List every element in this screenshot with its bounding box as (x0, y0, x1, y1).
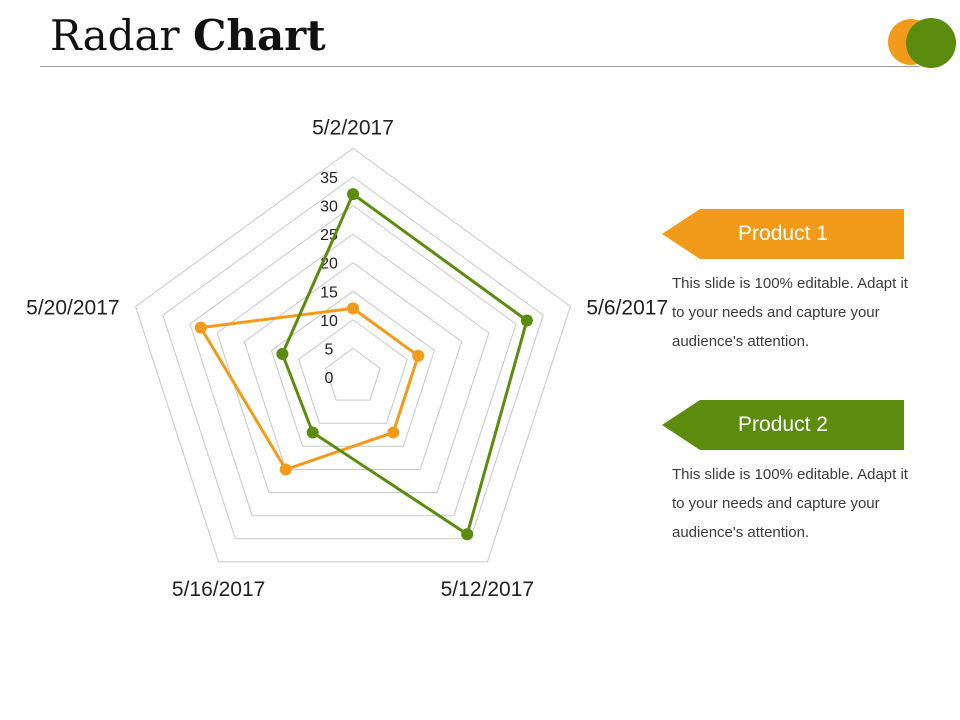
radial-tick-label: 10 (320, 313, 338, 330)
series-point (387, 426, 400, 439)
grid-ring (162, 176, 544, 540)
radial-tick-label: 35 (320, 170, 338, 187)
category-label: 5/16/2017 (172, 578, 265, 600)
category-label: 5/20/2017 (26, 296, 119, 319)
page-title-bold: Chart (193, 11, 326, 60)
radar-chart: 051015202530355/2/20175/6/20175/12/20175… (26, 116, 668, 600)
series-point (279, 463, 292, 476)
grid-ring (325, 347, 381, 401)
legend-label: Product 2 (738, 413, 828, 436)
legend-product-1: Product 1 (662, 209, 904, 259)
series-point (306, 426, 319, 439)
legend-description: This slide is 100% editable. Adapt it to… (672, 466, 908, 541)
radial-tick-label: 0 (325, 370, 334, 387)
legend-arrow-shape (662, 209, 904, 259)
series-point (412, 349, 425, 362)
series-line (199, 306, 420, 471)
series-point (461, 528, 474, 541)
series-point (347, 302, 359, 315)
category-label: 5/6/2017 (586, 296, 668, 319)
category-label: 5/12/2017 (441, 578, 534, 600)
page-title-regular: Radar (50, 11, 180, 60)
series-point (194, 321, 207, 334)
grid-ring (243, 262, 463, 470)
grid-ring (216, 233, 490, 494)
legend-description: This slide is 100% editable. Adapt it to… (672, 275, 908, 350)
series-point (520, 314, 533, 327)
grid-ring (135, 147, 571, 563)
page-title: Radar Chart (50, 8, 326, 64)
title-divider (40, 66, 920, 67)
legend-label: Product 1 (738, 222, 828, 245)
radial-tick-label: 15 (320, 284, 338, 301)
radial-tick-label: 30 (320, 199, 338, 216)
legend-arrow-shape (662, 400, 904, 450)
decorative-green-circle (906, 18, 956, 68)
series-point (347, 188, 359, 201)
grid-ring (189, 204, 517, 517)
category-label: 5/2/2017 (312, 116, 394, 139)
series-line (280, 192, 529, 536)
radial-tick-label: 5 (325, 341, 334, 358)
legend-product-2: Product 2 (662, 400, 904, 450)
series-point (276, 348, 289, 360)
grid-ring (298, 319, 408, 424)
